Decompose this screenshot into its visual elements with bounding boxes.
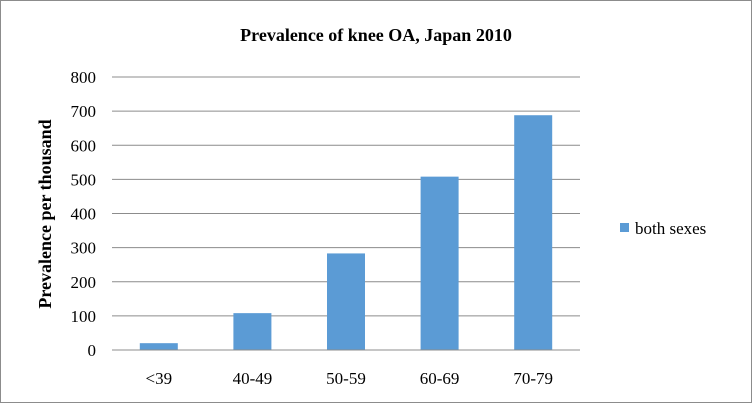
bar bbox=[420, 176, 459, 350]
legend-label: both sexes bbox=[635, 219, 706, 238]
bars bbox=[139, 115, 553, 350]
x-tick-label: 50-59 bbox=[326, 369, 366, 388]
x-tick-label: 60-69 bbox=[420, 369, 460, 388]
bar bbox=[514, 115, 553, 350]
y-tick-labels: 0 100 200 300 400 500 600 700 800 bbox=[71, 68, 97, 360]
y-tick-label: 800 bbox=[71, 68, 97, 87]
y-tick-label: 700 bbox=[71, 102, 97, 121]
y-tick-label: 300 bbox=[71, 239, 97, 258]
y-tick-label: 400 bbox=[71, 205, 97, 224]
legend-swatch bbox=[620, 223, 629, 232]
y-tick-label: 500 bbox=[71, 170, 97, 189]
gridlines bbox=[112, 76, 580, 317]
x-tick-label: 70-79 bbox=[513, 369, 553, 388]
x-tick-label: <39 bbox=[146, 369, 173, 388]
y-axis-label: Prevalence per thousand bbox=[35, 119, 55, 308]
bar bbox=[233, 313, 272, 350]
x-tick-label: 40-49 bbox=[233, 369, 273, 388]
y-tick-label: 600 bbox=[71, 136, 97, 155]
bar bbox=[327, 253, 365, 350]
chart-title: Prevalence of knee OA, Japan 2010 bbox=[240, 25, 512, 45]
y-tick-label: 0 bbox=[88, 341, 97, 360]
y-tick-label: 100 bbox=[71, 307, 97, 326]
x-tick-labels: <39 40-49 50-59 60-69 70-79 bbox=[146, 369, 554, 388]
y-tick-label: 200 bbox=[71, 273, 97, 292]
bar bbox=[139, 343, 178, 350]
